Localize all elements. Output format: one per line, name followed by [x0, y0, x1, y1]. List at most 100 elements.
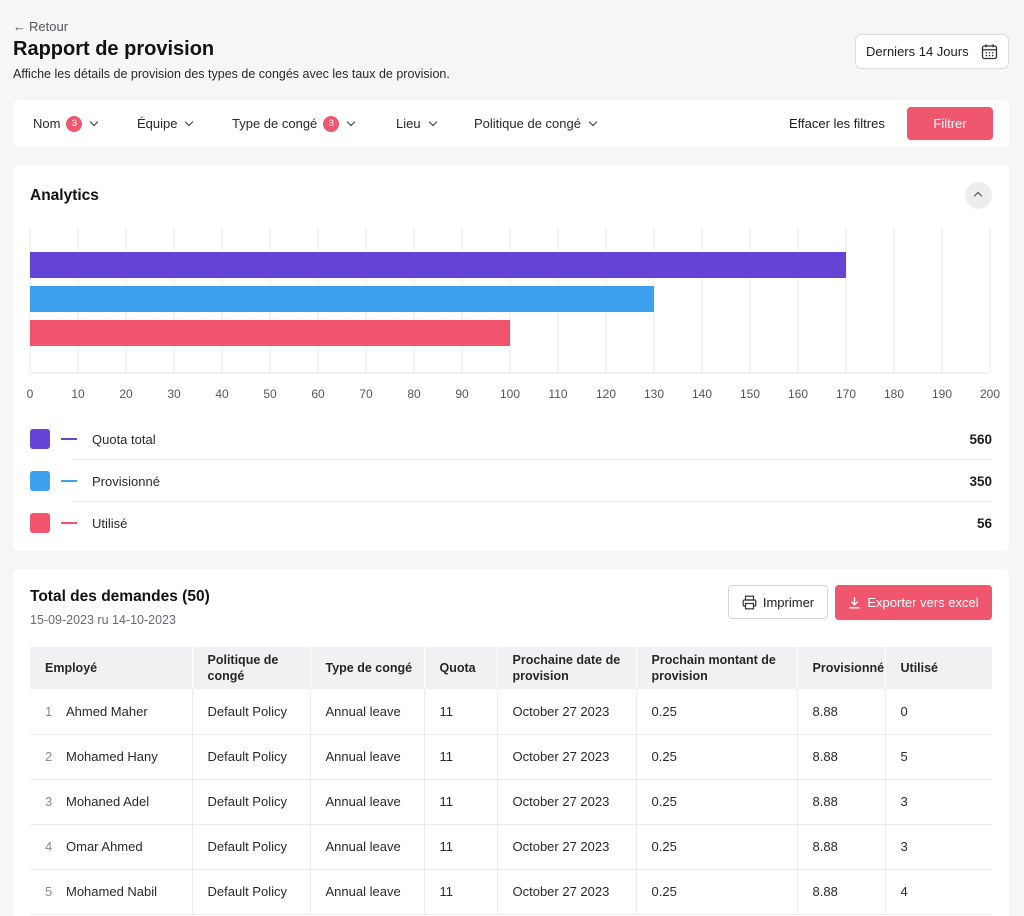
x-tick-label: 30 — [167, 387, 181, 401]
used-cell: 0 — [884, 689, 992, 734]
legend-swatch — [30, 513, 50, 533]
policy-cell: Default Policy — [191, 734, 310, 779]
date-range-button[interactable]: Derniers 14 Jours — [855, 34, 1009, 69]
quota-cell: 11 — [423, 734, 497, 779]
column-header[interactable]: Type de congé — [309, 647, 424, 689]
table-row[interactable]: 5 Mohamed Nabil Default Policy Annual lea… — [30, 869, 992, 914]
row-number: 4 — [45, 839, 53, 854]
legend-value: 350 — [969, 473, 992, 489]
employee-name: Mohamed Hany — [66, 749, 158, 764]
x-tick-label: 0 — [27, 387, 34, 401]
x-tick-label: 100 — [500, 387, 520, 401]
column-header[interactable]: Quota — [423, 647, 497, 689]
filter-label: Équipe — [137, 116, 178, 131]
filter-location[interactable]: Lieu — [396, 100, 437, 147]
filter-count-badge: 3 — [323, 115, 340, 132]
column-header[interactable]: Provisionné — [796, 647, 885, 689]
accrual-bar-chart: 0 10 20 30 40 50 60 70 80 90 100 110 120 130 140 150 160… — [27, 227, 1000, 401]
filter-label: Politique de congé — [474, 116, 581, 131]
apply-filter-button[interactable]: Filtrer — [907, 107, 993, 140]
used-cell: 5 — [884, 734, 992, 779]
filter-label: Type de congé — [232, 116, 318, 131]
export-excel-button[interactable]: Exporter vers excel — [835, 585, 992, 620]
filter-leave-type[interactable]: Type de congé 3 — [232, 100, 356, 147]
legend-swatch — [30, 471, 50, 491]
accrued-cell: 8.88 — [796, 779, 885, 824]
x-tick-label: 170 — [836, 387, 856, 401]
employee-cell: 1 Ahmed Maher — [30, 689, 192, 734]
date-range-label: Derniers 14 Jours — [866, 44, 969, 59]
employee-name: Omar Ahmed — [66, 839, 143, 854]
policy-cell: Default Policy — [191, 689, 310, 734]
x-tick-label: 90 — [455, 387, 469, 401]
employee-name: Ahmed Maher — [66, 703, 148, 719]
x-tick-label: 80 — [407, 387, 421, 401]
policy-cell: Default Policy — [191, 869, 310, 914]
filter-leave-policy[interactable]: Politique de congé — [474, 100, 598, 147]
column-header[interactable]: Politique de congé — [191, 647, 310, 689]
back-label: Retour — [29, 19, 69, 34]
export-label: Exporter vers excel — [867, 595, 979, 610]
table-header-row: Employé Politique de congé Type de congé… — [30, 647, 992, 689]
calendar-icon — [981, 44, 998, 60]
quota-cell: 11 — [423, 869, 497, 914]
filter-team[interactable]: Équipe — [137, 100, 194, 147]
accrued-cell: 8.88 — [796, 869, 885, 914]
x-tick-label: 50 — [263, 387, 277, 401]
legend-item: Utilisé 56 — [30, 502, 992, 544]
quota-cell: 11 — [423, 824, 497, 869]
x-tick-label: 130 — [644, 387, 664, 401]
next-date-cell: October 27 2023 — [496, 734, 636, 779]
next-date-cell: October 27 2023 — [496, 824, 636, 869]
legend-label: Provisionné — [92, 473, 160, 489]
clear-filters-link[interactable]: Effacer les filtres — [789, 116, 885, 131]
employee-cell: 5 Mohamed Nabil — [30, 869, 192, 914]
employee-cell: 4 Omar Ahmed — [30, 824, 192, 869]
table-row[interactable]: 1 Ahmed Maher Default Policy Annual leave… — [30, 689, 992, 734]
x-tick-label: 20 — [119, 387, 133, 401]
download-icon — [849, 597, 860, 609]
legend-swatch — [30, 429, 50, 449]
filter-label: Lieu — [396, 116, 421, 131]
chevron-down-icon — [90, 117, 99, 126]
next-amount-cell: 0.25 — [635, 824, 797, 869]
table-row[interactable]: 3 Mohaned Adel Default Policy Annual leav… — [30, 779, 992, 824]
page-title: Rapport de provision — [13, 38, 215, 60]
back-link[interactable]: ← Retour — [13, 19, 68, 34]
page-subtitle: Affiche les détails de provision des typ… — [13, 67, 450, 81]
chevron-down-icon — [428, 117, 437, 126]
leave-type-cell: Annual leave — [309, 734, 424, 779]
filter-name[interactable]: Nom 3 — [33, 100, 99, 147]
collapse-button[interactable] — [965, 182, 992, 209]
table-row[interactable]: 4 Omar Ahmed Default Policy Annual leave … — [30, 824, 992, 869]
accrued-cell: 8.88 — [796, 824, 885, 869]
chart-bar — [30, 320, 510, 346]
x-tick-label: 160 — [788, 387, 808, 401]
legend-line — [61, 480, 77, 482]
column-header[interactable]: Prochaine date de provision — [496, 647, 636, 689]
row-number: 3 — [45, 794, 53, 809]
column-header[interactable]: Employé — [45, 661, 98, 675]
chart-bar — [30, 252, 846, 278]
row-number: 2 — [45, 749, 53, 764]
next-amount-cell: 0.25 — [635, 689, 797, 734]
column-header[interactable]: Utilisé — [884, 647, 992, 689]
accrued-cell: 8.88 — [796, 689, 885, 734]
print-button[interactable]: Imprimer — [728, 585, 828, 619]
leave-type-cell: Annual leave — [309, 869, 424, 914]
table-row[interactable]: 2 Mohamed Hany Default Policy Annual leav… — [30, 734, 992, 779]
filter-count-badge: 3 — [66, 115, 83, 132]
row-number: 5 — [45, 884, 53, 899]
x-tick-label: 150 — [740, 387, 760, 401]
x-tick-label: 70 — [359, 387, 373, 401]
column-header[interactable]: Prochain montant de provision — [635, 647, 797, 689]
legend-value: 560 — [969, 431, 992, 447]
leave-type-cell: Annual leave — [309, 824, 424, 869]
quota-cell: 11 — [423, 689, 497, 734]
requests-date-range: 15-09-2023 ru 14-10-2023 — [30, 613, 176, 627]
employee-cell: 3 Mohaned Adel — [30, 779, 192, 824]
employee-name: Mohaned Adel — [66, 794, 150, 809]
chevron-down-icon — [185, 117, 194, 126]
requests-table: Employé Politique de congé Type de congé… — [30, 647, 992, 915]
policy-cell: Default Policy — [191, 779, 310, 824]
